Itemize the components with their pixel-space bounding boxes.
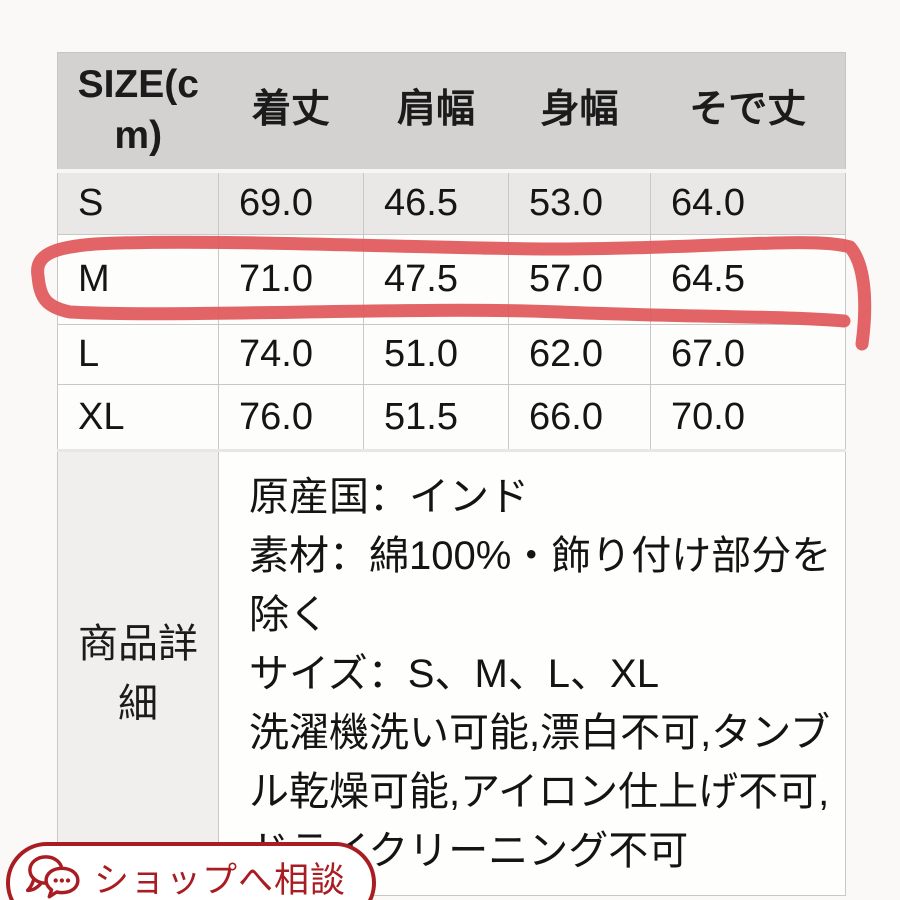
product-details-row: 商品詳細 原産国：インド 素材：綿100%・飾り付け部分を 除く サイズ：S、M… [57, 449, 846, 896]
consult-shop-button[interactable]: ショップへ相談 [6, 842, 377, 900]
table-row-s: S 69.0 46.5 53.0 64.0 [57, 170, 846, 235]
product-details-content: 原産国：インド 素材：綿100%・飾り付け部分を 除く サイズ：S、M、L、XL… [218, 449, 846, 896]
cell-value: 51.5 [363, 384, 509, 451]
table-row-xl: XL 76.0 51.5 66.0 70.0 [57, 384, 846, 451]
cell-value: 64.5 [650, 234, 846, 325]
cell-value: 67.0 [650, 324, 846, 385]
column-header-shoulder-width: 肩幅 [363, 52, 509, 173]
cell-value: 53.0 [508, 170, 651, 235]
cell-value: 70.0 [650, 384, 846, 451]
column-header-sleeve-length: そで丈 [650, 52, 846, 173]
column-header-body-width: 身幅 [508, 52, 651, 173]
cell-value: 69.0 [218, 170, 364, 235]
detail-line-care-1: 洗濯機洗い可能,漂白不可,タンブ [249, 711, 831, 755]
cell-value: 64.0 [650, 170, 846, 235]
cell-value: 71.0 [218, 234, 364, 325]
detail-line-sizes: サイズ：S、M、L、XL [249, 652, 659, 696]
cell-value: 47.5 [363, 234, 509, 325]
column-header-body-length: 着丈 [218, 52, 364, 173]
cell-value: 57.0 [508, 234, 651, 325]
cell-value: 76.0 [218, 384, 364, 451]
product-details-label: 商品詳細 [57, 449, 219, 896]
cell-value: 62.0 [508, 324, 651, 385]
size-table: SIZE(cm) 着丈 肩幅 身幅 そで丈 S 69.0 46.5 53.0 6… [57, 52, 846, 896]
size-label-l: L [57, 324, 219, 385]
detail-line-care-2: ル乾燥可能,アイロン仕上げ不可, [249, 770, 830, 814]
size-label-s: S [57, 170, 219, 235]
cell-value: 74.0 [218, 324, 364, 385]
cell-value: 51.0 [363, 324, 509, 385]
cell-value: 46.5 [363, 170, 509, 235]
detail-line-material: 素材：綿100%・飾り付け部分を [249, 534, 832, 578]
table-row-l: L 74.0 51.0 62.0 67.0 [57, 324, 846, 385]
cell-value: 66.0 [508, 384, 651, 451]
detail-line-material-cont: 除く [249, 593, 329, 637]
chat-bubbles-icon [26, 855, 80, 899]
consult-shop-button-label: ショップへ相談 [94, 860, 347, 900]
size-label-xl: XL [57, 384, 219, 451]
column-header-size: SIZE(cm) [57, 52, 219, 173]
size-table-header-row: SIZE(cm) 着丈 肩幅 身幅 そで丈 [57, 52, 846, 173]
size-label-m: M [57, 234, 219, 325]
table-row-m-highlighted: M 71.0 47.5 57.0 64.5 [57, 234, 846, 325]
detail-line-origin: 原産国：インド [249, 475, 529, 519]
